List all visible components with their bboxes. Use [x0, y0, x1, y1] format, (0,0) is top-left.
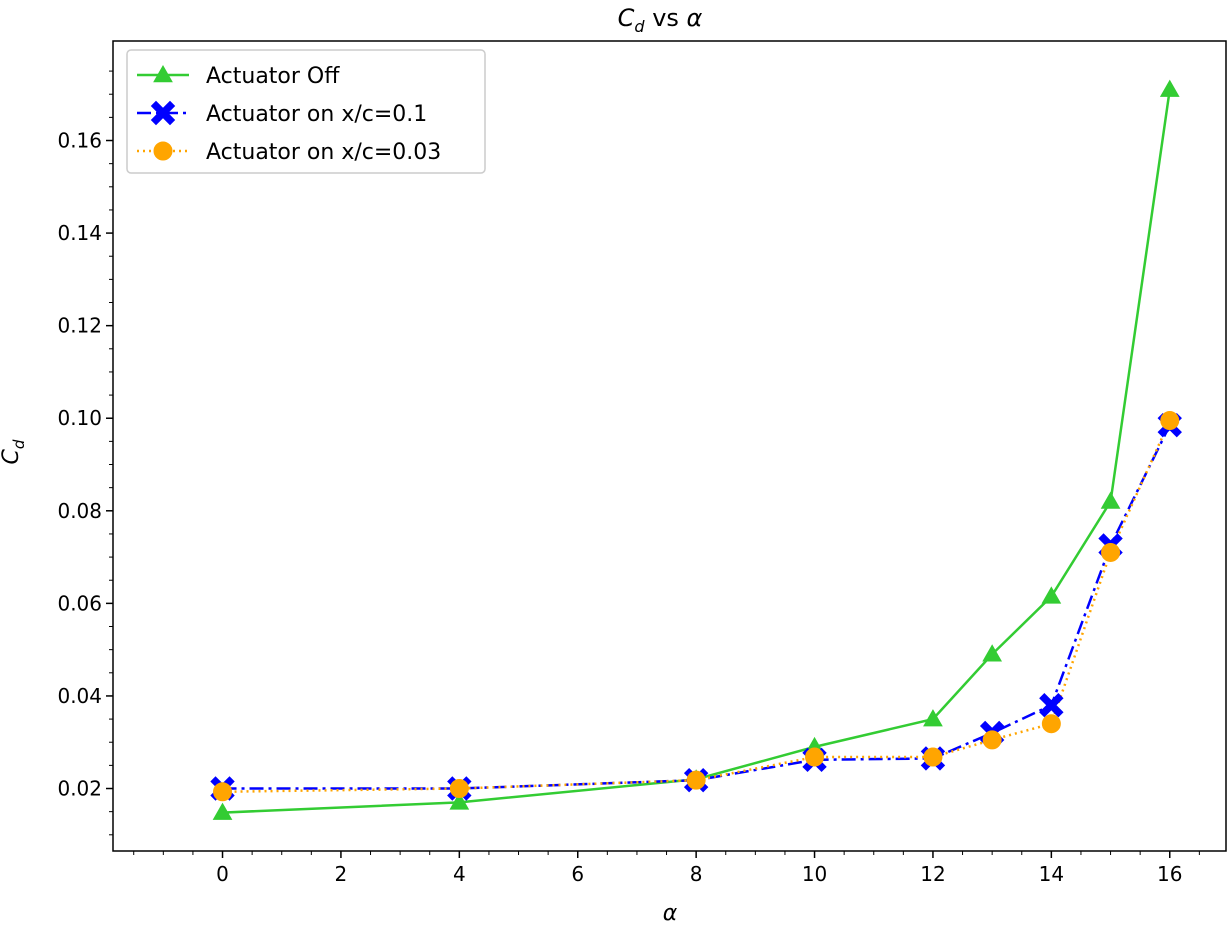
- data-point: [805, 747, 825, 767]
- plot-frame: [112, 40, 1227, 852]
- x-axis-title: α: [663, 901, 678, 925]
- x-tick-label: 6: [571, 862, 584, 886]
- x-tick-label: 14: [1039, 862, 1064, 886]
- data-point: [213, 782, 233, 802]
- y-tick-label: 0.04: [57, 684, 102, 708]
- x-tick-label: 2: [335, 862, 348, 886]
- chart-title: Cd vs α: [618, 4, 703, 36]
- chart-title-subscript: d: [634, 17, 645, 36]
- data-point: [923, 709, 943, 727]
- x-tick-label: 8: [690, 862, 703, 886]
- data-point: [686, 770, 706, 790]
- data-point: [212, 802, 233, 820]
- y-tick-label: 0.06: [57, 591, 102, 615]
- y-tick-label: 0.02: [57, 777, 102, 801]
- x-tick-label: 4: [453, 862, 466, 886]
- chart-title-alpha: α: [687, 4, 703, 32]
- y-tick-label: 0.12: [57, 314, 102, 338]
- series-lines: [222, 89, 1171, 814]
- x-tick-label: 16: [1157, 862, 1182, 886]
- series-line: [222, 424, 1171, 790]
- legend-box: [126, 49, 486, 174]
- chart-title-rest: vs: [645, 4, 687, 32]
- legend-marker: [150, 100, 176, 126]
- x-tick-label: 0: [216, 862, 229, 886]
- y-tick-label: 0.10: [57, 406, 102, 430]
- legend-label: Actuator on x/c=0.03: [206, 140, 441, 165]
- series-markers: [210, 79, 1182, 820]
- data-point: [1100, 491, 1121, 509]
- data-point: [449, 792, 470, 810]
- data-point: [1160, 411, 1180, 431]
- x-tick-label: 12: [920, 862, 945, 886]
- legend-marker: [153, 141, 173, 161]
- data-point: [982, 644, 1003, 662]
- y-axis-title-subscript: d: [10, 439, 28, 449]
- data-point: [923, 747, 943, 767]
- legend: Actuator Off Actuator on x/c=0.1 Actuator …: [126, 49, 486, 174]
- legend-label: Actuator Off: [206, 64, 340, 89]
- data-point: [1101, 542, 1121, 562]
- data-point: [1039, 692, 1064, 718]
- tick-group: 0 2 4 6 8 10 12 14 16 0.02 0.04 0.06 0.08 0.10 0.12 0.1…: [57, 70, 1200, 886]
- series-line: [222, 89, 1171, 814]
- legend-label: Actuator on x/c=0.1: [206, 102, 427, 127]
- y-tick-label: 0.14: [57, 221, 102, 245]
- y-axis-title-symbol: C: [0, 448, 24, 464]
- y-tick-label: 0.16: [57, 129, 102, 153]
- data-point: [1159, 79, 1180, 97]
- data-point: [449, 779, 469, 799]
- series-line: [222, 420, 1171, 794]
- x-tick-label: 10: [802, 862, 827, 886]
- chart-title-symbol: C: [618, 4, 635, 32]
- data-point: [1041, 586, 1062, 604]
- y-tick-label: 0.08: [57, 499, 102, 523]
- y-axis-title: Cd: [0, 439, 28, 464]
- data-point: [1041, 714, 1061, 734]
- legend-marker: [153, 64, 173, 83]
- data-point: [982, 730, 1002, 750]
